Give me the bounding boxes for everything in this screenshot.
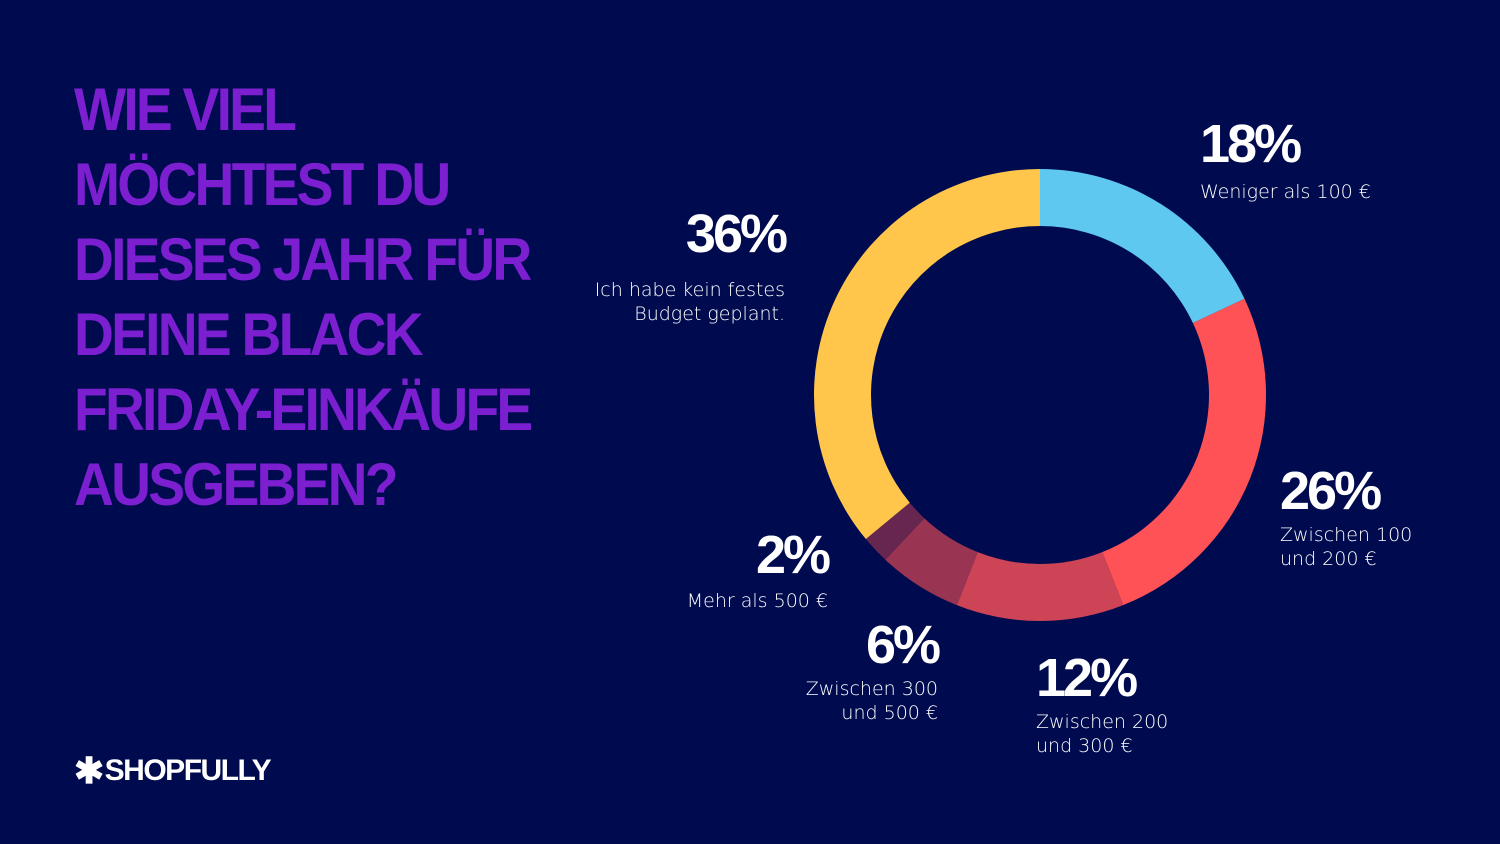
slice-pct: 2%	[755, 525, 831, 585]
slice-pct: 36%	[685, 204, 788, 264]
label-slice-4: 2% Mehr als 500 €	[660, 525, 831, 613]
slice-desc: Zwischen 200 und 300 €	[1036, 711, 1169, 757]
asterisk-icon: ✱	[74, 750, 104, 791]
donut-slice-4	[865, 502, 925, 560]
logo-text: SHOPFULLY	[104, 754, 272, 787]
slice-desc: Weniger als 100 €	[1200, 181, 1371, 203]
donut-slice-0	[1040, 169, 1245, 324]
label-slice-5: 36% Ich habe kein festes Budget geplant.	[580, 204, 788, 326]
page-title: Wie viel möchtest du dieses Jahr für dei…	[74, 76, 533, 518]
slice-pct: 26%	[1280, 461, 1382, 521]
label-slice-2: 12% Zwischen 200 und 300 €	[1036, 650, 1176, 758]
donut-slice-2	[956, 552, 1124, 621]
label-slice-0: 18% Weniger als 100 €	[1200, 116, 1371, 204]
slice-desc: Zwischen 300 und 500 €	[805, 678, 938, 724]
slice-desc: Mehr als 500 €	[686, 590, 828, 612]
slice-pct: 18%	[1200, 114, 1302, 174]
donut-slice-1	[1102, 298, 1267, 606]
slice-desc: Zwischen 100 und 200 €	[1280, 524, 1413, 570]
donut-slice-3	[885, 518, 978, 606]
shopfully-logo: ✱ SHOPFULLY	[74, 750, 272, 791]
slice-pct: 12%	[1036, 648, 1138, 708]
donut-slice-5	[813, 169, 1040, 540]
slice-pct: 6%	[865, 615, 941, 675]
label-slice-3: 6% Zwischen 300 und 500 €	[780, 615, 941, 725]
label-slice-1: 26% Zwischen 100 und 200 €	[1280, 463, 1420, 571]
slice-desc: Ich habe kein festes Budget geplant.	[594, 279, 785, 325]
